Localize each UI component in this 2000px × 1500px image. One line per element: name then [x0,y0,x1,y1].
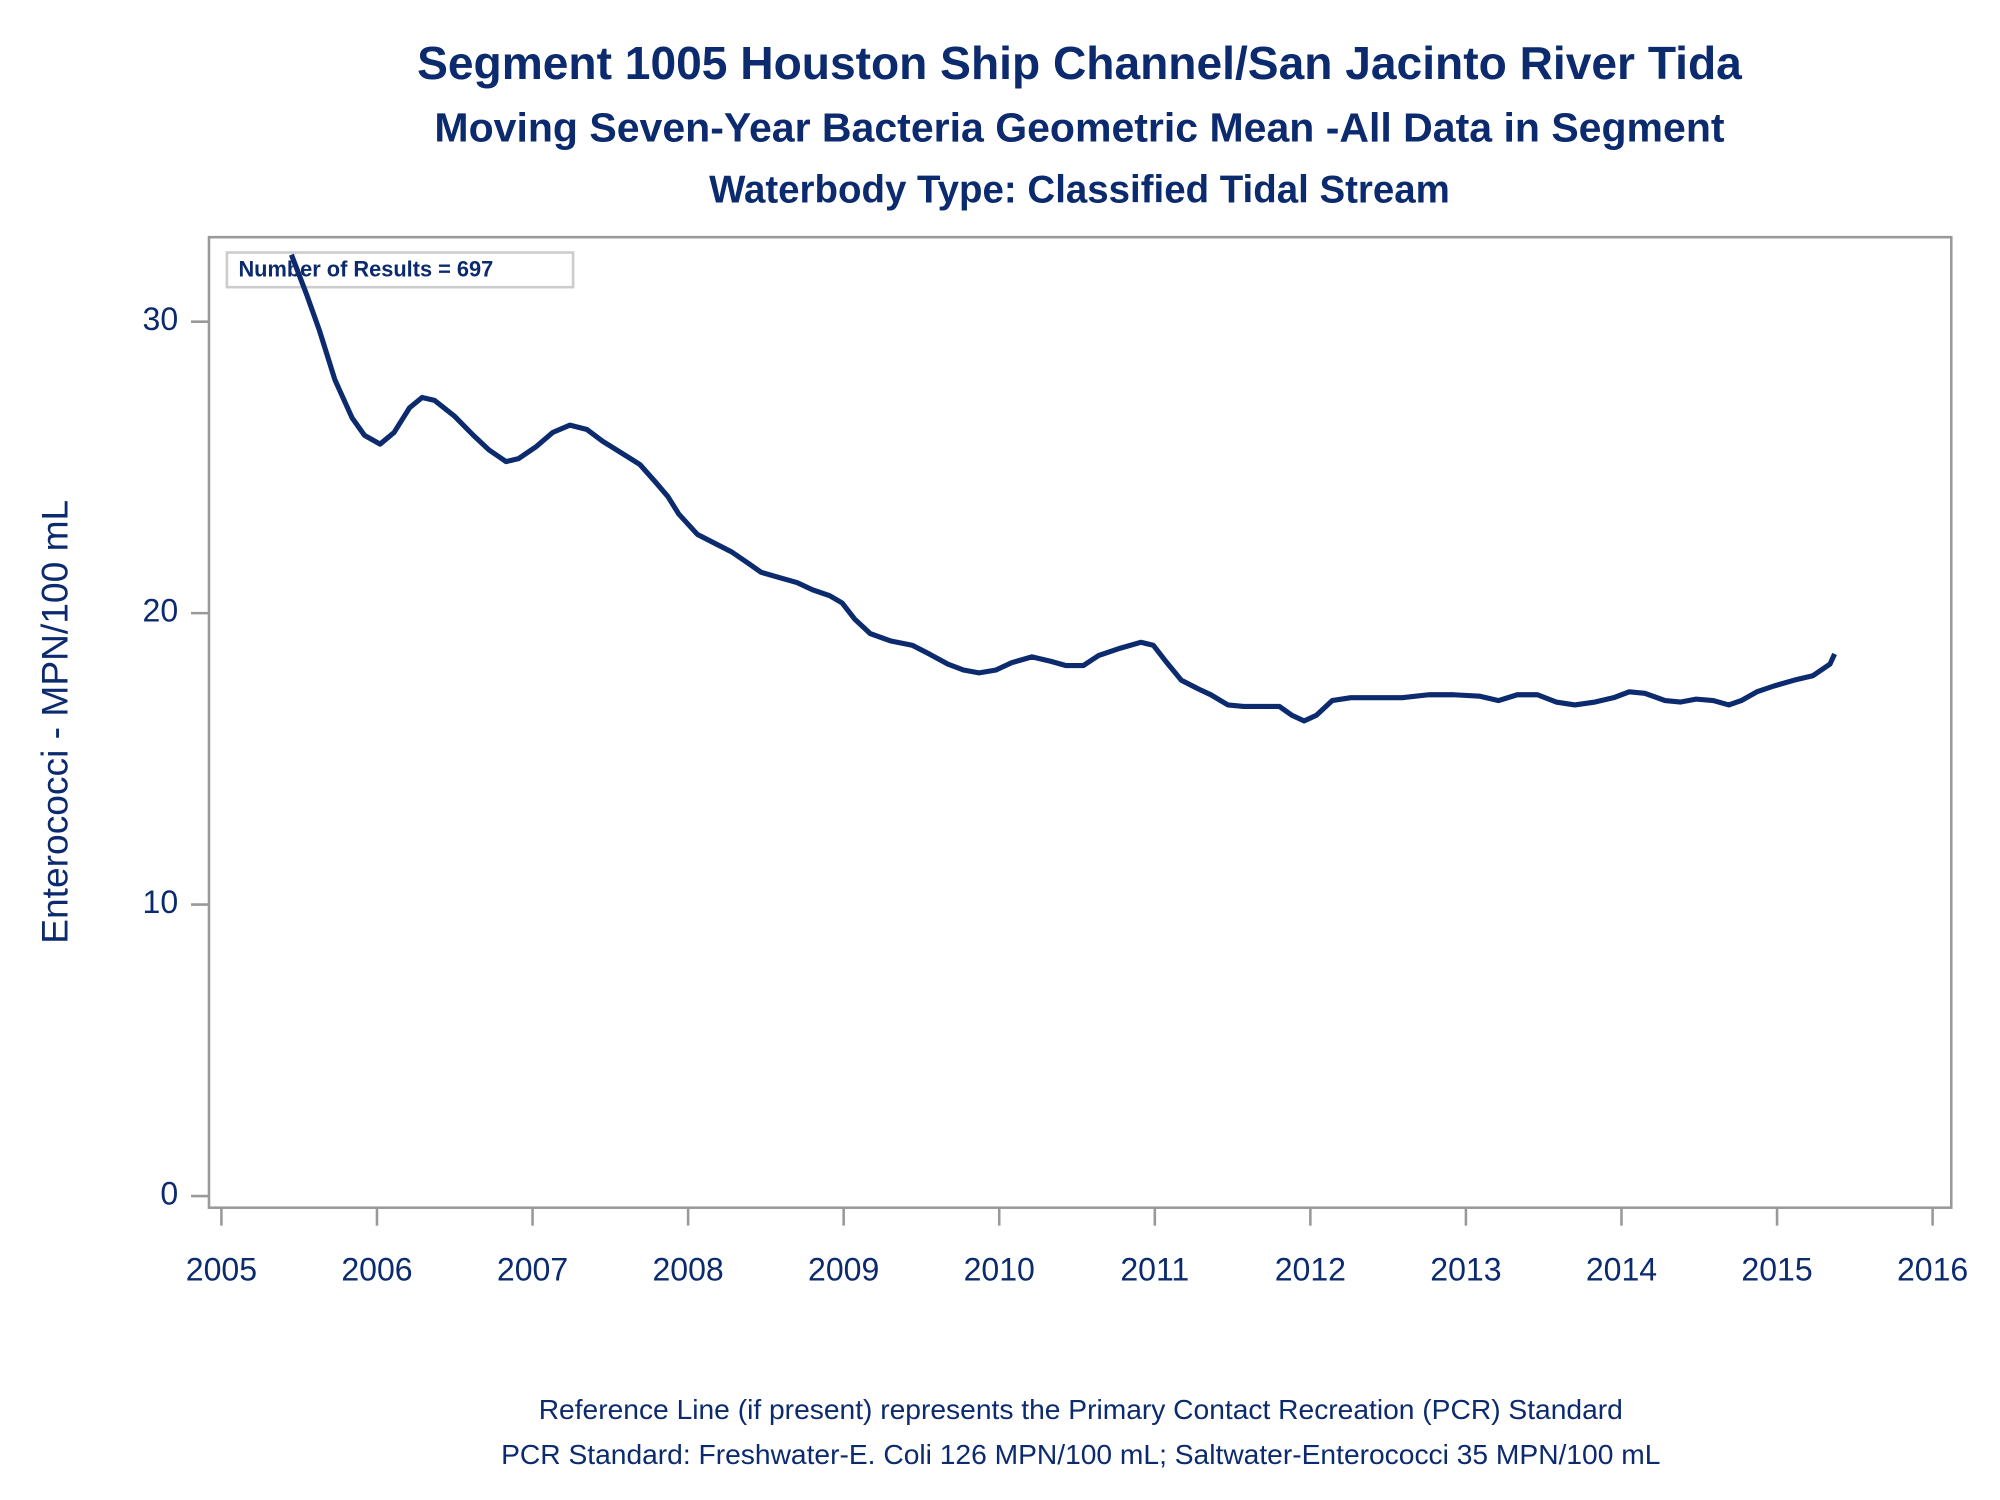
y-tick-label: 0 [160,1176,178,1212]
footnote: PCR Standard: Freshwater-E. Coli 126 MPN… [501,1438,1660,1470]
footnote: Reference Line (if present) represents t… [539,1393,1623,1425]
x-tick-label: 2010 [964,1251,1035,1287]
x-tick-label: 2013 [1430,1251,1501,1287]
plot-frame [207,235,1953,1209]
x-tick-label: 2012 [1275,1251,1346,1287]
y-tick-label: 20 [143,593,179,629]
x-tick-label: 2005 [186,1251,257,1287]
line [289,253,1837,724]
chart-title: Segment 1005 Houston Ship Channel/San Ja… [417,37,1742,89]
x-tick-label: 2009 [808,1251,879,1287]
x-tick-label: 2014 [1586,1251,1657,1287]
annotation: Number of Results = 697 [238,256,493,281]
y-tick-label: 30 [143,301,179,337]
x-tick-label: 2015 [1741,1251,1812,1287]
y-tick-label: 10 [143,884,179,920]
x-tick-label: 2006 [341,1251,412,1287]
chart-subtitle: Waterbody Type: Classified Tidal Stream [709,168,1450,211]
x-tick-label: 2011 [1120,1251,1189,1287]
y-axis-label: Enterococci - MPN/100 mL [34,500,76,944]
x-tick-label: 2007 [497,1251,568,1287]
x-tick-label: 2016 [1897,1251,1968,1287]
chart-subtitle: Moving Seven-Year Bacteria Geometric Mea… [434,105,1724,151]
x-tick-label: 2008 [652,1251,723,1287]
annotation-box [225,251,575,289]
